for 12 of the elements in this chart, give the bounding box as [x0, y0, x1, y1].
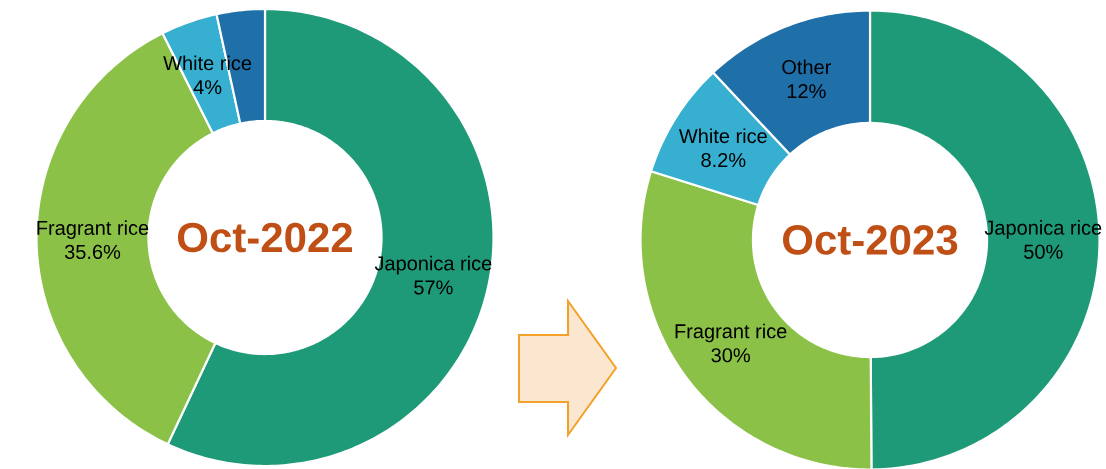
- data-label: 4%: [193, 80, 222, 95]
- data-label: 57%: [414, 280, 453, 295]
- data-label: 12%: [787, 84, 826, 99]
- data-label: 8.2%: [701, 152, 746, 168]
- slice-label: Other: [782, 59, 832, 75]
- data-label: 50%: [1024, 244, 1063, 259]
- text: Oct-2023: [783, 225, 958, 255]
- data-label: 30%: [711, 348, 750, 363]
- slice-label: White rice: [678, 128, 767, 144]
- text: Oct-2022: [178, 222, 353, 253]
- data-label: 35.6%: [64, 244, 121, 260]
- slice-label: Fragrant rice: [675, 323, 787, 343]
